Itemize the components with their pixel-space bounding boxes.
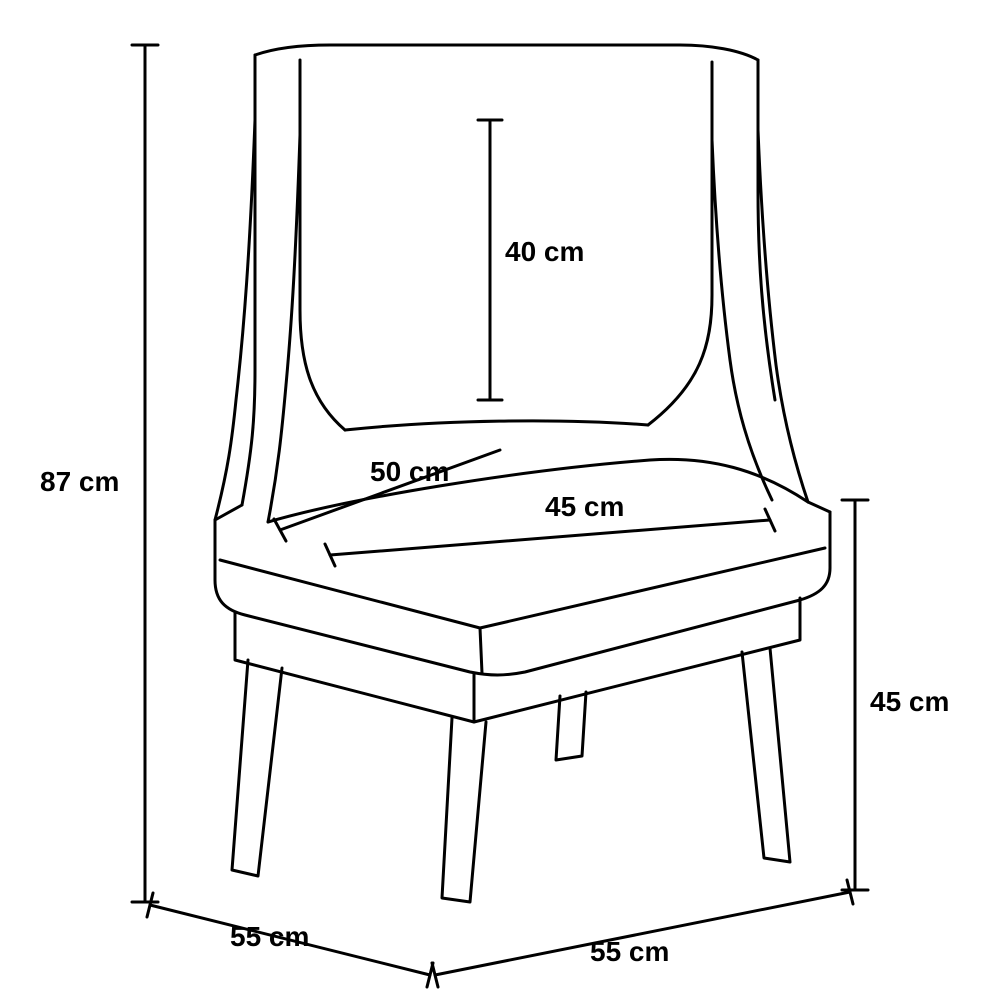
dim-depth-overall: 55 cm (230, 921, 309, 953)
technical-drawing: 87 cm 40 cm 50 cm 45 cm 45 cm 55 cm 55 c… (0, 0, 1000, 1000)
dim-seat-width: 45 cm (545, 491, 624, 523)
dim-seat-depth: 50 cm (370, 456, 449, 488)
chair-line-drawing (0, 0, 1000, 1000)
dim-leg-height: 45 cm (870, 686, 949, 718)
dim-back-height: 40 cm (505, 236, 584, 268)
dim-total-height: 87 cm (40, 466, 119, 498)
dim-width-overall: 55 cm (590, 936, 669, 968)
